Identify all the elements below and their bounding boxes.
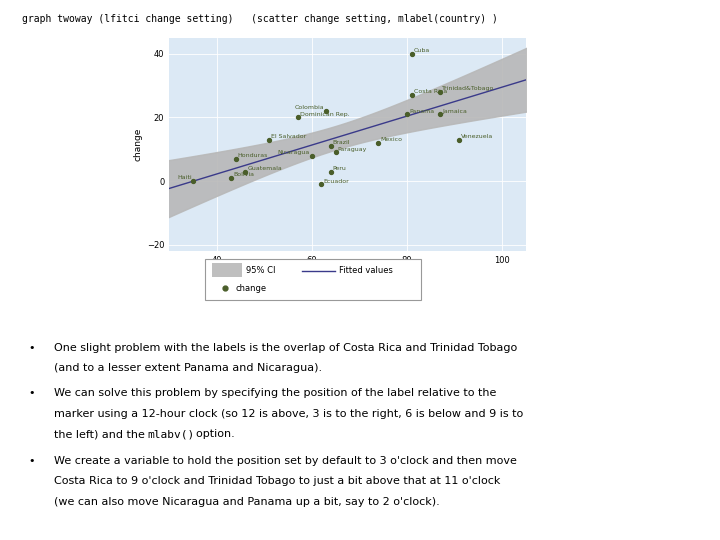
Text: Guatemala: Guatemala <box>247 166 282 171</box>
Text: Mexico: Mexico <box>380 137 402 142</box>
Point <box>454 136 465 144</box>
Text: Panama: Panama <box>409 109 434 113</box>
Text: Haiti: Haiti <box>177 176 192 180</box>
Text: Brazil: Brazil <box>333 140 351 145</box>
Text: graph twoway (lfitci change setting)   (scatter change setting, mlabel(country) : graph twoway (lfitci change setting) (sc… <box>22 14 498 24</box>
Text: (we can also move Nicaragua and Panama up a bit, say to 2 o'clock).: (we can also move Nicaragua and Panama u… <box>54 497 440 507</box>
Bar <box>212 263 242 278</box>
Text: Colombia: Colombia <box>294 105 324 110</box>
Point <box>306 151 318 160</box>
Text: Ecuador: Ecuador <box>323 179 349 184</box>
Text: Jamaica: Jamaica <box>442 109 467 113</box>
Text: Costa Rica: Costa Rica <box>413 90 447 94</box>
Text: Costa Rica to 9 o'clock and Trinidad Tobago to just a bit above that at 11 o'clo: Costa Rica to 9 o'clock and Trinidad Tob… <box>54 476 500 487</box>
Point <box>315 180 327 188</box>
Point <box>230 154 241 163</box>
Text: Fitted values: Fitted values <box>339 266 393 275</box>
Point <box>292 113 303 122</box>
Point <box>330 148 341 157</box>
Text: •: • <box>29 456 35 466</box>
Text: Venezuela: Venezuela <box>461 134 493 139</box>
Text: Dominican Rep.: Dominican Rep. <box>300 112 349 117</box>
Text: Peru: Peru <box>333 166 347 171</box>
Point <box>325 141 336 150</box>
Point <box>372 139 384 147</box>
Text: We can solve this problem by specifying the position of the label relative to th: We can solve this problem by specifying … <box>54 388 496 398</box>
Text: (and to a lesser extent Panama and Nicaragua).: (and to a lesser extent Panama and Nicar… <box>54 363 322 374</box>
Point <box>264 136 275 144</box>
Y-axis label: change: change <box>134 128 143 161</box>
Text: One slight problem with the labels is the overlap of Costa Rica and Trinidad Tob: One slight problem with the labels is th… <box>54 343 517 353</box>
Text: El Salvador: El Salvador <box>271 134 306 139</box>
Text: •: • <box>29 343 35 353</box>
Point <box>401 110 413 118</box>
Point <box>225 173 237 182</box>
FancyBboxPatch shape <box>205 259 421 300</box>
Point <box>406 91 418 99</box>
Point <box>187 177 199 185</box>
Text: Honduras: Honduras <box>238 153 268 158</box>
Text: Paraguay: Paraguay <box>338 147 367 152</box>
Text: the left) and the: the left) and the <box>54 429 148 439</box>
Point <box>240 167 251 176</box>
Text: marker using a 12-hour clock (so 12 is above, 3 is to the right, 6 is below and : marker using a 12-hour clock (so 12 is a… <box>54 409 523 419</box>
Point <box>320 107 332 116</box>
Text: •: • <box>29 388 35 398</box>
Point <box>406 49 418 58</box>
X-axis label: setting: setting <box>332 268 363 276</box>
Text: We create a variable to hold the position set by default to 3 o'clock and then m: We create a variable to hold the positio… <box>54 456 517 466</box>
Point <box>434 110 446 118</box>
Point <box>325 167 336 176</box>
Text: change: change <box>235 284 266 293</box>
Text: 95% CI: 95% CI <box>246 266 276 275</box>
Point <box>434 87 446 96</box>
Text: Cuba: Cuba <box>413 48 430 53</box>
Text: mlabv(): mlabv() <box>148 429 194 439</box>
Text: Trinidad&Tobago: Trinidad&Tobago <box>442 86 495 91</box>
Text: Bolivia: Bolivia <box>233 172 254 177</box>
Text: option.: option. <box>189 429 235 439</box>
Text: Nicaragua: Nicaragua <box>277 150 310 155</box>
